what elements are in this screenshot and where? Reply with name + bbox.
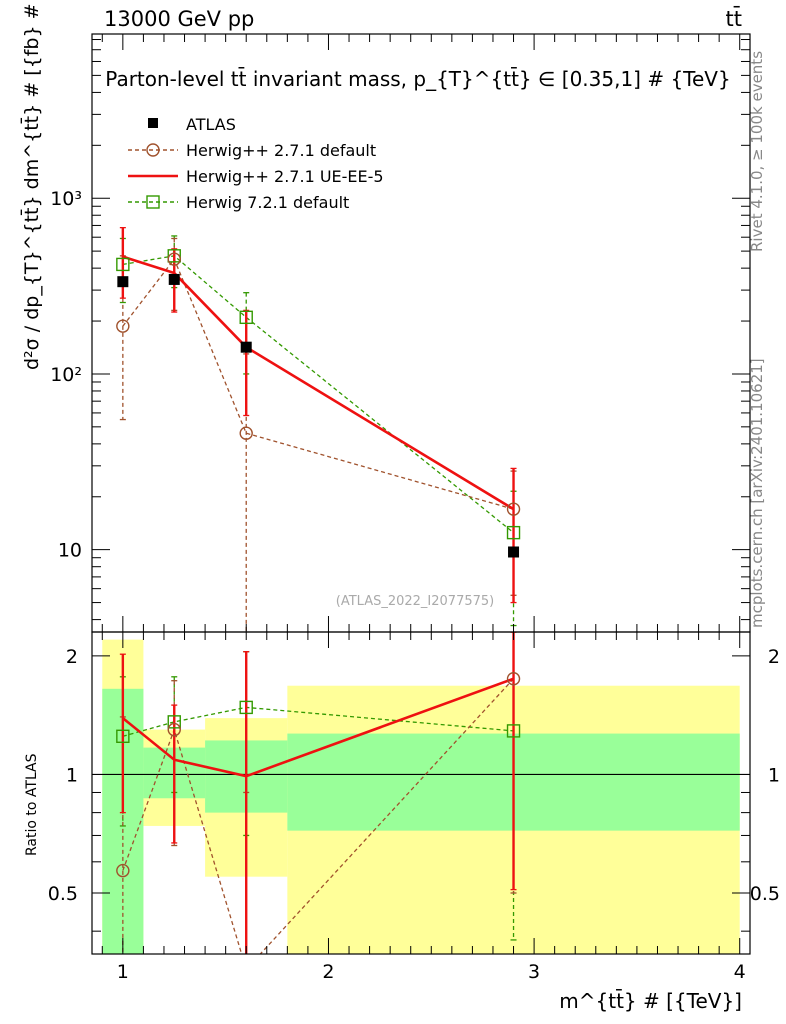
data-point-herwig72 xyxy=(167,715,181,729)
data-point-herwig-default xyxy=(240,963,252,975)
legend-marker-herwig72 xyxy=(146,195,160,209)
legend: ATLAS Herwig++ 2.7.1 default Herwig++ 2.… xyxy=(128,115,384,212)
series-line-herwig-default xyxy=(122,678,515,954)
y-axis-label: d²σ / dp_{T}^{tt̄} dm^{tt̄} # [{fb} # {T… xyxy=(19,0,43,370)
x-tick-label: 1 xyxy=(117,961,129,983)
y-tick-label: 10³ xyxy=(50,188,82,210)
legend-label-atlas: ATLAS xyxy=(186,115,236,134)
y-tick-label: 10 xyxy=(58,540,82,562)
data-point-herwig-default xyxy=(116,319,130,333)
energy-label: 13000 GeV pp xyxy=(104,7,254,31)
series-line-herwig-ueee5 xyxy=(122,677,514,778)
data-point-herwig-default xyxy=(506,672,521,686)
series-line-herwig72 xyxy=(122,255,514,534)
mcplots-url-label: mcplots.cern.ch [arXiv:2401.10621] xyxy=(748,358,766,628)
series-line-herwig-ueee5 xyxy=(122,255,515,511)
ratio-y-axis-label: Ratio to ATLAS xyxy=(24,753,40,856)
legend-label-herwig72: Herwig 7.2.1 default xyxy=(186,193,349,212)
x-tick-label: 4 xyxy=(734,961,746,983)
data-point-herwig-default xyxy=(116,863,130,878)
process-label: tt̄ xyxy=(726,6,742,31)
data-point-herwig72 xyxy=(116,257,130,272)
data-point-atlas xyxy=(168,273,180,285)
data-point-atlas xyxy=(117,276,129,288)
ratio-y-tick-label-right: 1 xyxy=(768,764,780,786)
data-point-herwig72 xyxy=(506,525,521,540)
legend-marker-herwig-default xyxy=(146,143,160,157)
ratio-plot-frame xyxy=(91,631,751,955)
legend-label-herwig-default: Herwig++ 2.7.1 default xyxy=(186,141,376,160)
ratio-plot-axes: 1 2 3 4 0.5 0.5 1 1 2 2 xyxy=(48,632,780,983)
main-plot-data xyxy=(116,226,521,632)
analysis-label: (ATLAS_2022_I2077575) xyxy=(336,594,494,609)
data-point-herwig72 xyxy=(116,729,130,743)
data-point-herwig-default xyxy=(239,426,253,440)
main-plot-axes: 10 10² 10³ xyxy=(50,34,750,632)
legend-label-herwig-ueee5: Herwig++ 2.7.1 UE-EE-5 xyxy=(186,167,384,186)
data-point-herwig72 xyxy=(239,310,253,325)
ratio-plot-data xyxy=(92,632,750,975)
ratio-y-tick-label: 2 xyxy=(66,646,78,668)
ratio-y-tick-label: 0.5 xyxy=(48,883,78,905)
main-plot: 10 10² 10³ Parton-level tt̄ invariant mass… xyxy=(19,0,751,633)
ratio-y-tick-label: 1 xyxy=(66,764,78,786)
ratio-plot: 1 2 3 4 0.5 0.5 1 1 2 2 Ratio to ATLAS m^{tt̄} # … xyxy=(24,631,780,1013)
data-point-atlas xyxy=(508,546,520,558)
ratio-y-tick-label-right: 2 xyxy=(768,646,780,668)
x-tick-label: 3 xyxy=(528,961,540,983)
data-point-herwig-default xyxy=(167,252,181,266)
y-tick-label: 10² xyxy=(50,364,82,386)
legend-marker-atlas xyxy=(148,118,158,128)
data-point-herwig72 xyxy=(167,249,181,263)
x-tick-label: 2 xyxy=(322,961,334,983)
data-point-herwig-default xyxy=(506,502,521,516)
plot-title: Parton-level tt̄ invariant mass, p_{T}^{… xyxy=(105,66,730,91)
series-line-herwig-default xyxy=(122,257,514,510)
data-point-herwig-default xyxy=(167,722,181,737)
data-point-herwig72 xyxy=(506,724,521,738)
data-point-atlas xyxy=(240,341,252,353)
x-axis-label: m^{tt̄} # [{TeV}] xyxy=(559,988,742,1013)
ratio-y-tick-label-right: 0.5 xyxy=(750,883,780,905)
series-line-herwig72 xyxy=(122,706,514,737)
rivet-version-label: Rivet 4.1.0, ≥ 100k events xyxy=(748,51,766,252)
data-point-herwig72 xyxy=(239,700,253,715)
